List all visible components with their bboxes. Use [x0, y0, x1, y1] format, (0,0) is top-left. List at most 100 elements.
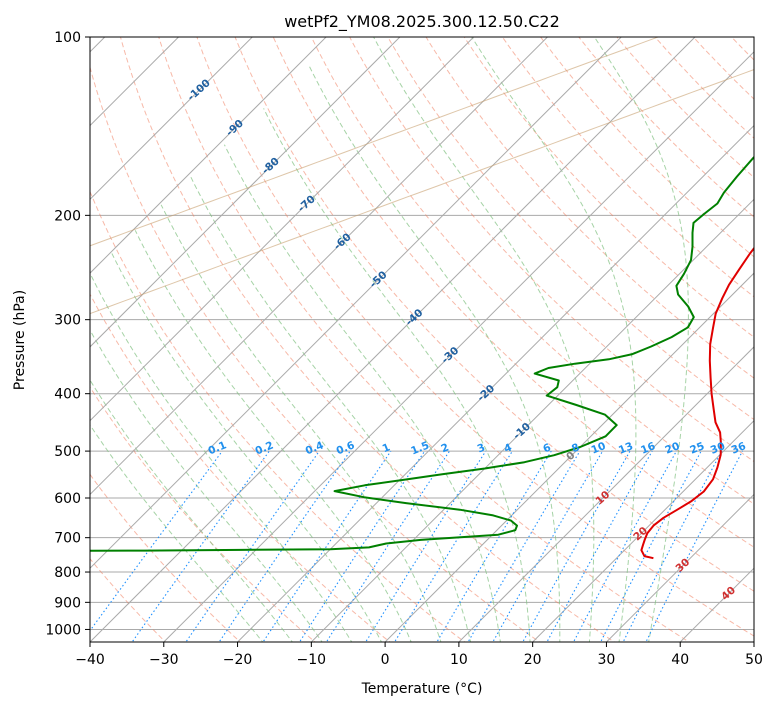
moist-adiabat: [111, 253, 383, 642]
isotherm-line: [605, 493, 754, 642]
mixing-ratio-label: 1.5: [409, 439, 431, 457]
dry-adiabat: [425, 37, 754, 379]
mixing-ratio-label: 0.1: [207, 439, 229, 457]
mixing-ratio-line: [131, 450, 270, 642]
mixing-ratio-line: [365, 450, 487, 642]
mixing-ratio-label: 4: [502, 441, 513, 455]
mixing-ratio-line: [467, 450, 581, 642]
dry-adiabat: [387, 37, 754, 421]
dry-adiabat: [463, 37, 754, 338]
dry-adiabat: [310, 37, 754, 505]
mixing-ratio-line: [436, 450, 552, 642]
isotherm-line: [163, 51, 754, 642]
x-tick-label: −40: [75, 652, 105, 668]
mixing-ratio-line: [393, 450, 513, 642]
dry-adiabat: [90, 293, 391, 642]
mixing-ratio-label: 13: [617, 440, 635, 457]
y-tick-label: 300: [54, 313, 81, 329]
isotherm-line: [90, 37, 696, 642]
moist-adiabat: [90, 274, 353, 642]
mixing-ratio-label: 2: [439, 441, 450, 455]
isotherm-line: [90, 37, 622, 569]
y-tick-label: 100: [54, 30, 81, 46]
isotherm-line: [90, 37, 549, 496]
dry-adiabat: [90, 190, 466, 642]
y-tick-label: 200: [54, 208, 81, 224]
mixing-ratio-line: [262, 450, 392, 642]
mixing-ratio-label: 6: [541, 441, 552, 455]
moist-adiabat: [134, 230, 412, 642]
moist-adiabat: [471, 37, 637, 642]
mixing-ratio-line: [325, 450, 450, 642]
mixing-ratio-line: [90, 450, 223, 632]
mixing-ratio-line: [218, 450, 351, 642]
plot-frame: [89, 36, 755, 643]
mixing-ratio-label: 1: [381, 441, 392, 455]
sounding-profiles: [90, 155, 754, 560]
mixing-ratio-line: [298, 450, 426, 642]
y-tick-label: 600: [54, 491, 81, 507]
dry-adiabat: [158, 37, 691, 642]
moist-adiabat: [308, 65, 561, 642]
dry-adiabat: [616, 37, 754, 179]
dry-adiabat: [730, 37, 754, 61]
y-tick-label: 900: [54, 595, 81, 611]
dry-adiabat: [539, 37, 754, 258]
moist-adiabat: [223, 144, 501, 642]
y-axis-title: Pressure (hPa): [12, 290, 28, 390]
x-tick-label: 20: [524, 652, 542, 668]
x-tick-label: 0: [381, 652, 390, 668]
dry-adiabat: [272, 37, 754, 548]
x-tick-label: 50: [745, 652, 763, 668]
dry-adiabat: [234, 37, 754, 592]
x-tick-label: −10: [297, 652, 327, 668]
y-tick-label: 800: [54, 565, 81, 581]
x-tick-label: 40: [671, 652, 689, 668]
dry-adiabat: [578, 37, 754, 218]
mixing-ratio-label: 20: [663, 440, 681, 457]
reference-curve: [90, 68, 754, 315]
dry-adiabat: [759, 26, 775, 644]
y-tick-label: 700: [54, 531, 81, 547]
y-tick-label: 500: [54, 444, 81, 460]
isotherm-line: [90, 37, 327, 274]
mixing-ratio-line: [185, 450, 320, 642]
reference-curve: [90, 37, 660, 247]
mixing-ratio-line: [572, 450, 677, 642]
moist-adiabat: [90, 379, 293, 642]
mixing-ratio-line: [645, 450, 743, 642]
moist-adiabat: [593, 37, 689, 642]
moist-adiabat: [190, 176, 472, 642]
x-tick-label: 10: [450, 652, 468, 668]
mixing-ratio-label: 3: [476, 441, 487, 455]
mixing-ratio-label: 36: [730, 440, 748, 457]
dry-adiabat: [654, 37, 754, 139]
mixing-ratio-line: [599, 450, 702, 642]
x-axis-title: Temperature (°C): [361, 681, 483, 697]
mixing-ratio-label: 0.2: [254, 439, 276, 457]
mixing-ratio-line: [622, 450, 723, 642]
dry-adiabat: [90, 386, 316, 642]
dry-adiabat: [349, 37, 754, 463]
mixing-ratio-label: 0.6: [335, 439, 357, 457]
temperature-profile-line: [640, 246, 754, 560]
x-tick-label: −20: [223, 652, 253, 668]
dry-adiabat: [119, 37, 616, 642]
mixing-ratio-label: 30: [709, 440, 727, 457]
background-lines: [90, 26, 775, 644]
moist-adiabat: [373, 37, 595, 642]
mixing-ratio-label: 25: [688, 440, 706, 457]
x-tick-label: 30: [598, 652, 616, 668]
y-tick-label: 1000: [45, 622, 81, 638]
dewpoint-profile-line: [90, 155, 754, 552]
dry-adiabat: [90, 65, 541, 642]
moist-adiabat: [90, 424, 264, 642]
isotherm-line: [753, 641, 754, 642]
isotherm-line: [531, 419, 754, 642]
isotherm-line: [90, 37, 475, 422]
isotherm-line: [90, 37, 254, 201]
mixing-ratio-label: 16: [639, 440, 657, 457]
moist-adiabat: [160, 204, 442, 642]
dry-adiabat: [501, 37, 754, 298]
